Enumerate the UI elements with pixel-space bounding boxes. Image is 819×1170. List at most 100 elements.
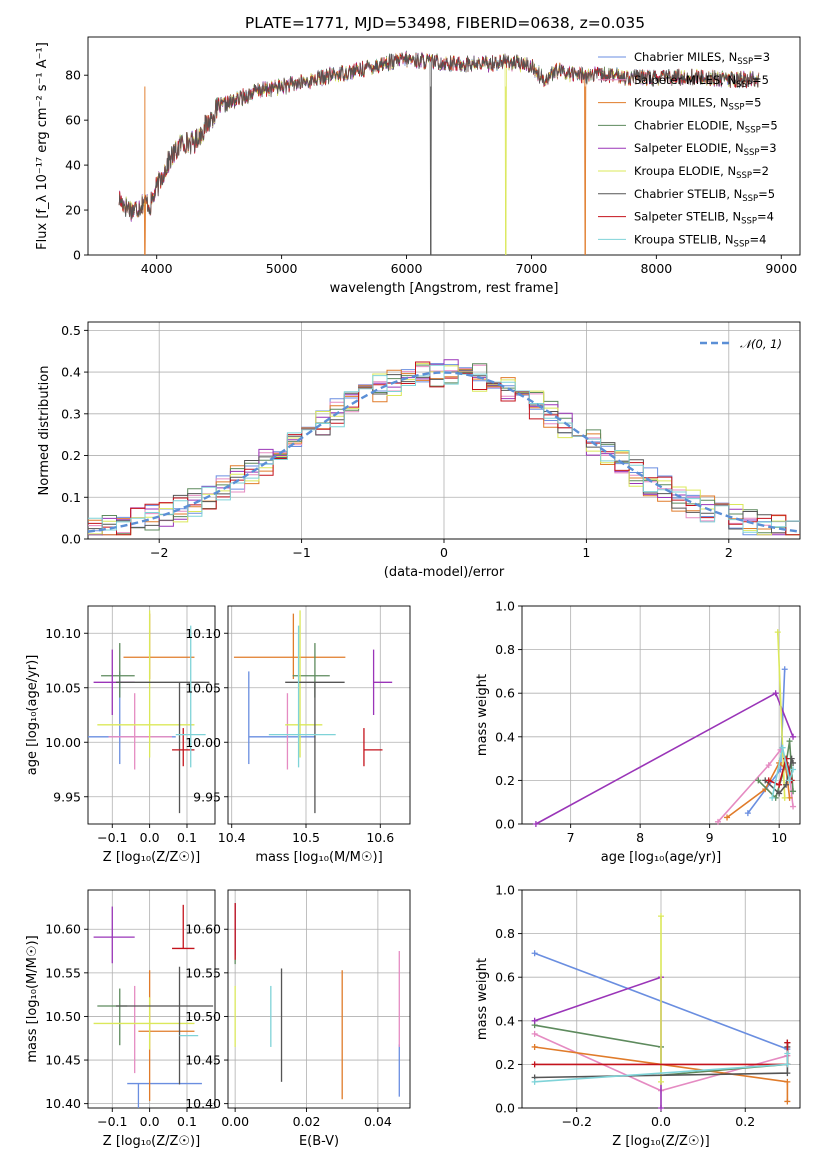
- legend-suffix: =3: [753, 50, 770, 64]
- series-line: [771, 747, 794, 798]
- x-axis-label: (data-model)/error: [384, 565, 505, 580]
- x-tick-label: 0.0: [651, 1114, 671, 1129]
- series-marker: [784, 1061, 791, 1068]
- data-point: [101, 643, 135, 698]
- y-tick-label: 10.55: [185, 965, 221, 980]
- y-tick-label: 10.45: [45, 1053, 81, 1068]
- normal-curve: [87, 371, 801, 533]
- series-marker: [790, 788, 797, 795]
- x-tick-label: −0.1: [97, 1114, 127, 1129]
- legend-entry: Salpeter MILES, NSSP=5: [634, 73, 769, 90]
- y-tick-label: 0.5: [61, 323, 81, 338]
- data-point: [363, 728, 383, 767]
- axes-residual_histogram: −2 −1 0 1 2 0.0 0.1 0.2 0.3 0.4 0.5 (data-model)/er…: [37, 321, 801, 580]
- y-tick-label: 0.4: [495, 729, 515, 744]
- y-tick-label: 0.4: [61, 365, 81, 380]
- series-marker: [779, 744, 786, 751]
- legend-entry: Kroupa STELIB, NSSP=4: [634, 232, 766, 249]
- series-marker: [769, 794, 776, 801]
- y-tick-label: 1.0: [495, 883, 515, 898]
- y-axis-label: age [log₁₀(age/yr)]: [25, 655, 40, 776]
- series-marker: [784, 1078, 791, 1085]
- plot-frame: [227, 889, 411, 1109]
- y-tick-label: 0.4: [495, 1013, 515, 1028]
- legend-suffix: =3: [760, 141, 777, 155]
- x-axis-label: wavelength [Angstrom, rest frame]: [330, 281, 559, 296]
- x-tick-label: −1: [292, 545, 310, 560]
- x-tick-label: 0.1: [177, 1114, 197, 1129]
- series-marker: [783, 781, 790, 788]
- series-marker: [531, 1061, 538, 1068]
- legend-name: Kroupa ELODIE, N: [634, 164, 736, 178]
- y-tick-label: 10.55: [45, 965, 81, 980]
- axes-mass_vs_EBV: 0.00 0.02 0.04 10.40 10.45 10.50 10.55 10.60 E(B…: [185, 889, 411, 1149]
- series-marker: [658, 1078, 664, 1085]
- series-marker: [774, 629, 781, 636]
- series-marker: [790, 766, 797, 773]
- y-tick-label: 10.60: [185, 922, 221, 937]
- plot-frame: [87, 321, 801, 540]
- legend-suffix: =5: [744, 96, 761, 110]
- x-tick-label: 10.5: [292, 830, 320, 845]
- axes-age_vs_Z: −0.1 0.0 0.1 9.95 10.00 10.05 10.10 Z [log₁₀(Z/…: [25, 605, 216, 865]
- series-marker: [658, 1105, 664, 1111]
- x-tick-label: 8000: [640, 261, 672, 276]
- legend-suffix: =5: [758, 187, 775, 201]
- y-tick-label: 0.1: [61, 490, 81, 505]
- y-tick-label: 10.50: [185, 1009, 221, 1024]
- series-marker: [765, 762, 772, 769]
- legend-entry: Kroupa ELODIE, NSSP=2: [634, 164, 769, 181]
- y-tick-label: 0.8: [495, 642, 515, 657]
- data-point: [233, 613, 346, 680]
- axes-mass_vs_Z: −0.1 0.0 0.1 10.40 10.45 10.50 10.55 10.60 Z [lo…: [25, 889, 216, 1149]
- legend-name: Salpeter ELODIE, N: [634, 141, 744, 155]
- y-tick-label: 0.3: [61, 406, 81, 421]
- y-tick-label: 10.45: [185, 1053, 221, 1068]
- y-tick-label: 10.60: [45, 922, 81, 937]
- y-tick-label: 0: [73, 248, 81, 263]
- legend-name: Chabrier MILES, N: [634, 50, 737, 64]
- axes-mass_weight_vs_age: 7 8 9 10 0.0 0.2 0.4 0.6 0.8 1.0 age [log₁₀(age/yr…: [475, 599, 801, 865]
- series-marker: [532, 821, 539, 827]
- y-tick-label: 10.00: [185, 735, 221, 750]
- legend-sub: SSP: [741, 217, 757, 227]
- y-axis-label: mass weight: [475, 958, 490, 1040]
- legend-entry: 𝒩(0, 1): [740, 337, 782, 351]
- y-tick-label: 40: [65, 158, 81, 173]
- legend-entry: Chabrier ELODIE, NSSP=5: [634, 118, 778, 135]
- x-tick-label: 1: [582, 545, 590, 560]
- plot-frame: [87, 605, 216, 825]
- legend-sub: SSP: [736, 80, 752, 90]
- data-point: [285, 610, 323, 758]
- y-tick-label: 10.40: [45, 1096, 81, 1111]
- x-tick-label: 10.4: [218, 830, 246, 845]
- series-marker: [786, 738, 793, 745]
- legend-suffix: =5: [752, 73, 769, 87]
- y-tick-label: 20: [65, 203, 81, 218]
- series-marker: [784, 1039, 791, 1046]
- series-marker: [790, 803, 797, 810]
- series-marker: [781, 666, 788, 673]
- x-axis-label: Z [log₁₀(Z/Z☉)]: [612, 1134, 709, 1149]
- x-tick-label: 0.2: [735, 1114, 755, 1129]
- legend-suffix: =2: [752, 164, 769, 178]
- legend-sub: SSP: [737, 57, 753, 67]
- data-point: [248, 671, 316, 765]
- series-marker: [531, 1078, 538, 1085]
- legend-entry: Salpeter STELIB, NSSP=4: [634, 210, 774, 227]
- data-point: [175, 625, 206, 768]
- y-tick-label: 0.6: [495, 686, 515, 701]
- data-point: [372, 649, 393, 715]
- x-axis-label: E(B-V): [299, 1134, 339, 1149]
- legend-entry: Salpeter ELODIE, NSSP=3: [634, 141, 777, 158]
- x-tick-label: 7: [567, 830, 575, 845]
- legend-sub: SSP: [742, 194, 758, 204]
- legend-suffix: =5: [761, 118, 778, 132]
- x-tick-label: 0.1: [177, 830, 197, 845]
- y-tick-label: 10.00: [45, 735, 81, 750]
- x-tick-label: −2: [150, 545, 168, 560]
- series-marker: [744, 810, 751, 817]
- axes-age_vs_mass: 10.4 10.5 10.6 9.95 10.00 10.05 10.10 mass [log…: [185, 605, 411, 865]
- y-tick-label: 9.95: [193, 789, 221, 804]
- series-marker: [714, 818, 721, 825]
